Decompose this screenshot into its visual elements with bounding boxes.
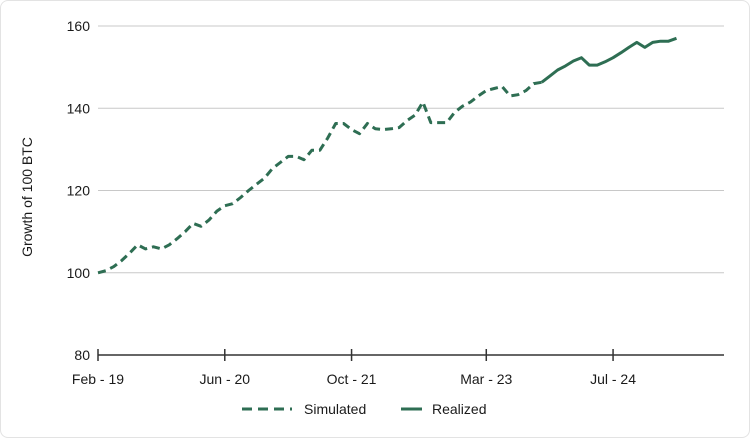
- x-tick-label-4: Jul - 24: [590, 371, 636, 387]
- y-tick-label-160: 160: [67, 18, 91, 34]
- x-tick-label-1: Jun - 20: [199, 371, 250, 387]
- y-tick-label-80: 80: [74, 347, 90, 363]
- x-tick-label-2: Oct - 21: [327, 371, 377, 387]
- x-tick-label-0: Feb - 19: [72, 371, 124, 387]
- series-line-realized: [540, 36, 678, 84]
- series-line-simulated: [97, 80, 542, 275]
- x-axis: [97, 349, 724, 361]
- legend-label-realized: Realized: [432, 401, 486, 417]
- x-tick-label-3: Mar - 23: [460, 371, 512, 387]
- y-tick-label-100: 100: [67, 265, 91, 281]
- legend: Simulated Realized: [242, 401, 486, 417]
- legend-label-simulated: Simulated: [304, 401, 366, 417]
- grid-lines: [98, 25, 724, 274]
- series-lines: [97, 36, 678, 275]
- legend-item-realized: Realized: [401, 401, 486, 417]
- y-tick-label-140: 140: [67, 100, 91, 116]
- y-axis-tick-labels: 80 100 120 140 160: [67, 18, 91, 363]
- legend-item-simulated: Simulated: [242, 401, 366, 417]
- y-tick-label-120: 120: [67, 183, 91, 199]
- y-axis-title: Growth of 100 BTC: [19, 137, 35, 257]
- x-axis-tick-labels: Feb - 19 Jun - 20 Oct - 21 Mar - 23 Jul - 24: [72, 371, 636, 387]
